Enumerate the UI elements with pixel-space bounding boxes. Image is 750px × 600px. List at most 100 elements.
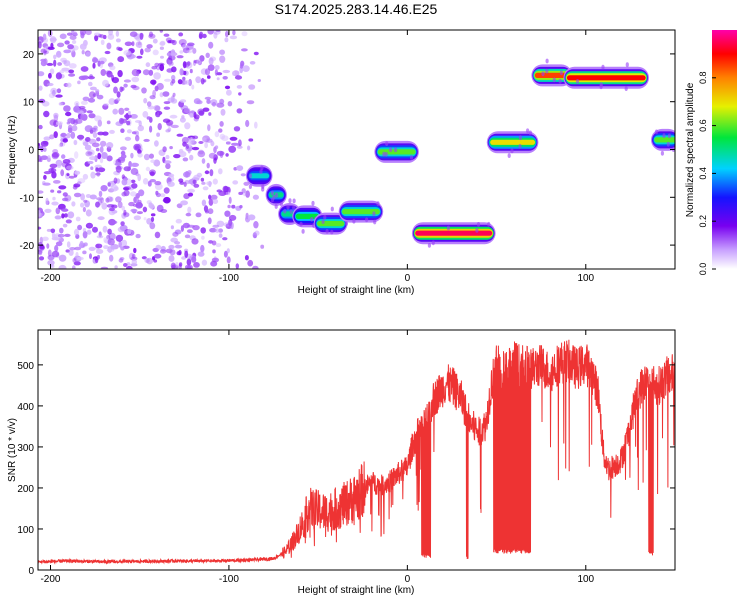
noise-blob [208,240,214,244]
noise-blob [53,112,59,119]
noise-blob [218,168,223,175]
noise-blob [92,131,98,138]
noise-blob [239,63,244,69]
noise-blob [133,143,141,151]
noise-blob [38,98,46,104]
noise-blob [177,79,183,85]
noise-blob [150,79,157,85]
snr-background [38,330,675,570]
noise-blob [38,213,43,217]
noise-blob [115,98,121,102]
noise-blob [66,82,72,88]
noise-blob [124,136,132,141]
noise-blob [171,66,177,73]
noise-blob [163,33,170,37]
noise-blob [147,180,152,187]
noise-blob [226,89,232,96]
noise-blob [169,146,173,150]
noise-blob [222,237,228,241]
noise-blob [214,228,220,233]
noise-blob [154,231,161,239]
noise-blob [223,190,229,195]
noise-blob [153,72,161,80]
noise-blob [63,105,71,112]
track-speckle [545,58,549,64]
noise-blob [213,31,218,39]
noise-blob [143,153,150,161]
noise-blob [106,120,111,125]
noise-blob [146,218,153,225]
top-y-axis-label: Frequency (Hz) [7,116,18,185]
noise-blob [164,78,172,82]
track-speckle [260,165,264,171]
noise-blob [213,30,221,35]
noise-blob [127,228,132,235]
noise-blob [162,146,167,153]
noise-blob [167,181,175,187]
noise-blob [120,221,125,227]
track-speckle [667,133,672,139]
noise-blob [95,201,100,208]
noise-blob [225,191,231,196]
noise-blob [163,160,172,165]
y-tick-label: 20 [23,50,35,61]
noise-blob [96,171,101,177]
noise-blob [58,143,63,148]
noise-blob [197,251,205,257]
noise-blob [252,265,259,269]
noise-blob [150,216,155,223]
noise-blob [66,173,70,177]
noise-blob [117,47,123,52]
noise-blob [78,105,86,109]
noise-blob [102,225,108,233]
noise-blob [169,114,178,119]
noise-blob [81,50,85,55]
noise-blob [155,192,161,198]
noise-blob [152,247,159,253]
noise-blob [62,60,67,64]
noise-blob [54,245,59,252]
snr-series [38,339,675,565]
noise-blob [253,51,259,56]
noise-blob [175,218,182,224]
noise-blob [198,141,204,144]
noise-layer [38,30,265,269]
noise-blob [43,174,47,180]
noise-blob [178,178,184,183]
noise-blob [61,197,69,202]
noise-blob [115,38,121,43]
noise-blob [202,186,209,191]
noise-blob [179,68,184,76]
noise-blob [59,33,67,40]
noise-blob [153,159,161,167]
track-speckle [446,225,450,231]
noise-blob [40,155,49,160]
noise-blob [67,118,74,124]
noise-blob [78,135,84,141]
noise-blob [159,92,164,98]
noise-blob [149,125,153,133]
signal-track [292,200,323,234]
snr-line [38,339,675,565]
noise-blob [204,68,211,76]
noise-blob [55,72,63,80]
noise-blob [184,80,190,85]
y-tick-label: 0 [28,566,34,577]
noise-blob [189,113,194,118]
noise-blob [236,85,243,89]
noise-blob [228,214,237,221]
noise-blob [66,165,74,170]
noise-blob [187,42,195,47]
noise-blob [205,210,209,214]
noise-blob [131,162,139,167]
noise-blob [243,181,250,186]
noise-blob [116,91,121,98]
noise-blob [159,30,163,33]
y-tick-label: 300 [17,443,34,454]
bottom-y-axis: 0 100 200 300 400 500 [17,361,675,577]
noise-blob [63,49,72,54]
noise-blob [192,179,197,185]
noise-blob [143,97,148,104]
